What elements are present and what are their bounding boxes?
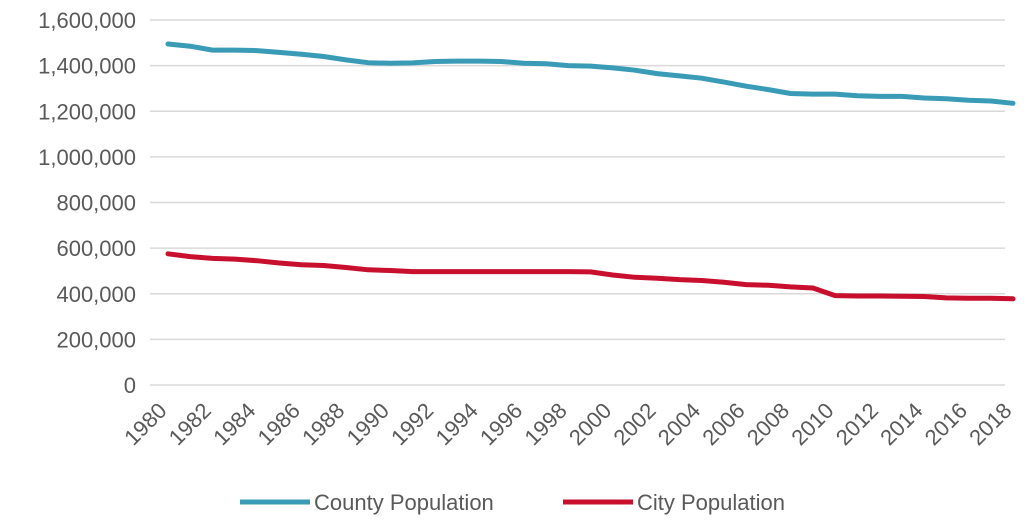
y-tick-label: 1,600,000: [38, 8, 136, 33]
x-tick-label: 1990: [342, 398, 394, 450]
x-tick-label: 1992: [386, 398, 438, 450]
x-tick-label: 2010: [786, 398, 838, 450]
x-tick-label: 1986: [253, 398, 305, 450]
x-axis-tick-labels: 1980198219841986198819901992199419961998…: [119, 398, 1016, 450]
legend-label-county-population: County Population: [314, 490, 494, 515]
x-tick-label: 2008: [742, 398, 794, 450]
y-tick-label: 1,400,000: [38, 54, 136, 79]
y-tick-label: 600,000: [56, 236, 136, 261]
series-line-county-population: [165, 41, 1016, 106]
y-tick-label: 200,000: [56, 327, 136, 352]
x-tick-label: 1998: [520, 398, 572, 450]
y-axis-tick-labels: 0 200,000 400,000 600,000 800,000 1,000,000 1,…: [38, 8, 136, 398]
y-tick-label: 0: [124, 373, 136, 398]
x-tick-label: 1982: [164, 398, 216, 450]
legend-label-city-population: City Population: [637, 490, 785, 515]
y-tick-label: 1,000,000: [38, 145, 136, 170]
x-tick-label: 2002: [608, 398, 660, 450]
x-tick-label: 1996: [475, 398, 527, 450]
x-tick-label: 2016: [920, 398, 972, 450]
series-line-city-population: [165, 251, 1016, 302]
y-tick-label: 800,000: [56, 191, 136, 216]
x-tick-label: 2000: [564, 398, 616, 450]
x-tick-label: 2004: [653, 398, 705, 450]
x-tick-label: 2018: [964, 398, 1016, 450]
legend: County Population City Population: [240, 490, 785, 515]
x-tick-label: 2006: [697, 398, 749, 450]
x-tick-label: 1994: [431, 398, 483, 450]
x-tick-label: 1988: [297, 398, 349, 450]
y-tick-label: 1,200,000: [38, 99, 136, 124]
x-tick-label: 2012: [831, 398, 883, 450]
y-gridlines: [150, 19, 1005, 386]
x-tick-label: 1980: [119, 398, 171, 450]
x-tick-label: 2014: [875, 398, 927, 450]
y-tick-label: 400,000: [56, 282, 136, 307]
x-tick-label: 1984: [208, 398, 260, 450]
